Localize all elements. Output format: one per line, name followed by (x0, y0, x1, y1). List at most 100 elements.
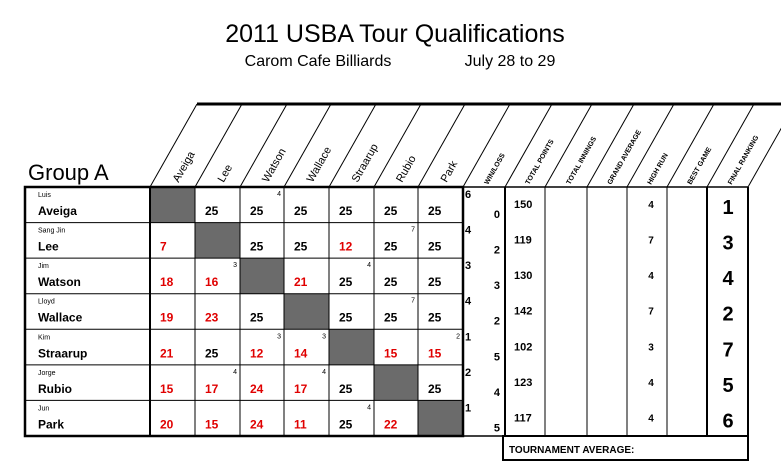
stat-header: GRAND AVERAGE (607, 129, 644, 186)
total-points: 119 (514, 235, 532, 247)
column-header: Straarup (350, 142, 381, 185)
blocked-cell (150, 187, 195, 223)
high-run: 7 (648, 236, 654, 247)
column-header: Park (439, 158, 461, 184)
score: 25 (428, 275, 442, 289)
score: 25 (384, 311, 398, 325)
last-name: Park (38, 417, 64, 431)
stat-header: TOTAL INNINGS (566, 136, 599, 186)
venue: Carom Cafe Billiards (245, 53, 392, 70)
innings-note: 4 (233, 369, 237, 376)
blocked-cell (329, 329, 374, 365)
score: 15 (160, 382, 174, 396)
blocked-cell (284, 293, 329, 330)
high-run: 4 (648, 271, 654, 282)
header-divider (586, 103, 635, 188)
score: 24 (250, 382, 264, 396)
score: 20 (160, 417, 174, 431)
high-run: 7 (648, 307, 654, 318)
score: 25 (384, 240, 398, 254)
stat-header: BEST GAME (687, 146, 714, 186)
column-header: Wallace (305, 145, 335, 185)
wins: 4 (465, 296, 472, 308)
column-header: Rubio (394, 154, 419, 185)
score: 25 (339, 204, 353, 218)
innings-note: 7 (411, 298, 415, 305)
blocked-cell (240, 258, 284, 294)
total-points: 142 (514, 306, 532, 318)
losses: 3 (494, 280, 500, 292)
losses: 2 (494, 316, 500, 328)
score: 18 (160, 275, 174, 289)
score: 25 (294, 240, 308, 254)
score: 23 (205, 311, 219, 325)
first-name: Jorge (38, 370, 56, 377)
score: 15 (428, 346, 442, 360)
innings-note: 4 (277, 191, 281, 198)
losses: 5 (494, 422, 500, 434)
score: 12 (250, 346, 264, 360)
score: 22 (384, 417, 398, 431)
score: 25 (428, 311, 442, 325)
score: 25 (205, 346, 219, 360)
losses: 4 (494, 387, 501, 399)
header-divider (706, 103, 755, 188)
score: 25 (250, 311, 264, 325)
wins: 6 (465, 189, 471, 201)
last-name: Straarup (38, 346, 87, 360)
header-divider (747, 127, 781, 188)
group-label: Group A (28, 160, 109, 185)
score: 21 (294, 275, 308, 289)
header-divider (626, 103, 675, 188)
innings-note: 7 (411, 227, 415, 234)
losses: 2 (494, 245, 500, 257)
total-points: 130 (514, 270, 532, 282)
score: 25 (250, 240, 264, 254)
blocked-cell (195, 222, 240, 259)
final-rank: 3 (722, 233, 733, 255)
score: 25 (339, 275, 353, 289)
wins: 1 (465, 331, 471, 343)
wins: 3 (465, 260, 471, 272)
footer-label: TOURNAMENT AVERAGE: (509, 445, 634, 456)
stat-header: WIN/LOSS (484, 152, 507, 186)
score: 15 (205, 417, 219, 431)
losses: 0 (494, 209, 500, 221)
wins: 1 (465, 402, 471, 414)
score: 25 (294, 204, 308, 218)
total-points: 123 (514, 377, 532, 389)
innings-note: 4 (322, 369, 326, 376)
final-rank: 5 (722, 375, 733, 397)
final-rank: 2 (722, 304, 733, 326)
last-name: Wallace (38, 311, 83, 325)
header-divider (417, 103, 466, 188)
last-name: Aveiga (38, 204, 77, 218)
stat-header: HIGH RUN (647, 152, 670, 186)
first-name: Luis (38, 192, 51, 199)
total-points: 102 (514, 341, 532, 353)
score: 25 (339, 382, 353, 396)
last-name: Lee (38, 240, 59, 254)
footer-box (502, 435, 749, 461)
header-divider (666, 103, 715, 188)
score: 11 (294, 417, 307, 431)
score: 12 (339, 240, 353, 254)
first-name: Kim (38, 334, 50, 341)
losses: 5 (494, 351, 500, 363)
innings-note: 3 (233, 262, 237, 269)
last-name: Rubio (38, 382, 72, 396)
column-header: Aveiga (171, 149, 198, 185)
stat-header: TOTAL POINTS (525, 138, 556, 186)
innings-note: 2 (456, 333, 460, 340)
high-run: 3 (648, 342, 654, 353)
score: 25 (384, 275, 398, 289)
innings-note: 3 (277, 333, 281, 340)
group-border (23, 185, 465, 438)
score: 19 (160, 311, 174, 325)
high-run: 4 (648, 378, 654, 389)
innings-note: 3 (322, 333, 326, 340)
first-name: Sang Jin (38, 228, 65, 235)
wins: 4 (465, 225, 472, 237)
score: 21 (160, 346, 174, 360)
